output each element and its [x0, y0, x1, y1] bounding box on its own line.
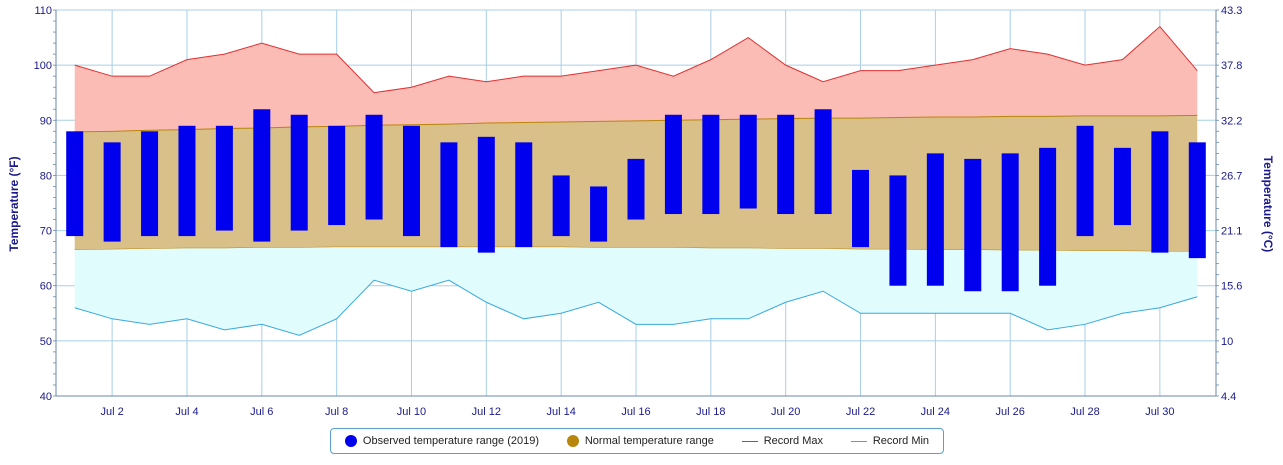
record-min-line — [74, 279, 1198, 336]
x-tick-label: Jul 26 — [996, 406, 1025, 418]
legend-label-normal: Normal temperature range — [584, 435, 714, 447]
y-tick-label-c: 10 — [1221, 336, 1233, 348]
legend-item-normal[interactable]: Normal temperature range — [566, 435, 714, 447]
y-tick-label-f: 50 — [40, 336, 52, 348]
legend-item-record-max[interactable]: Record Max — [741, 435, 823, 447]
x-tick-label: Jul 16 — [621, 406, 650, 418]
observed-range-bar — [926, 153, 944, 286]
observed-swatch — [344, 435, 357, 447]
observed-range-bar — [402, 125, 420, 237]
x-tick-label: Jul 30 — [1145, 406, 1174, 418]
legend-label-observed: Observed temperature range (2019) — [362, 435, 540, 447]
y-tick-label-f: 70 — [40, 226, 52, 238]
record-min-swatch — [850, 440, 867, 442]
y-tick-label-c: 43.3 — [1221, 5, 1242, 17]
observed-range-bar — [440, 142, 458, 248]
observed-range-bar — [627, 158, 645, 220]
right-axis-title: Temperature (°C) — [1261, 156, 1275, 253]
y-tick-label-c: 37.8 — [1221, 60, 1242, 72]
observed-range-bar — [178, 125, 196, 237]
observed-range-bar — [739, 114, 757, 209]
observed-range-bar — [590, 186, 608, 242]
observed-range-bar — [1039, 147, 1057, 286]
observed-range-bar — [1113, 147, 1131, 226]
y-tick-label-c: 21.1 — [1221, 226, 1242, 238]
observed-range-bar — [66, 131, 84, 237]
y-tick-label-f: 90 — [40, 115, 52, 127]
observed-range-bar — [777, 114, 795, 215]
observed-range-bar — [253, 109, 271, 242]
legend-label-record-min: Record Min — [872, 435, 930, 447]
observed-range-bar — [964, 158, 982, 292]
legend-label-record-max: Record Max — [763, 435, 823, 447]
x-tick-label: Jul 24 — [921, 406, 950, 418]
observed-range-bar — [103, 142, 121, 242]
observed-range-bar — [477, 136, 495, 253]
y-tick-label-c: 15.6 — [1221, 281, 1242, 293]
normal-swatch — [566, 435, 579, 447]
x-tick-label: Jul 12 — [472, 406, 501, 418]
chart-plot: 40 4.4 50 10 60 15.6 70 21.1 80 26.7 90 32.2 100 37.8… — [7, 5, 1275, 418]
left-axis-title: Temperature (°F) — [7, 156, 21, 251]
y-tick-label-f: 100 — [34, 60, 52, 72]
observed-range-bar — [1151, 131, 1169, 253]
observed-range-bar — [141, 131, 159, 237]
observed-range-bar — [328, 125, 346, 226]
observed-range-bar — [889, 175, 907, 286]
legend-item-observed[interactable]: Observed temperature range (2019) — [344, 435, 540, 447]
observed-range-bar — [515, 142, 533, 248]
x-tick-label: Jul 8 — [325, 406, 348, 418]
x-tick-label: Jul 10 — [397, 406, 426, 418]
x-tick-label: Jul 6 — [250, 406, 273, 418]
observed-range-bar — [1076, 125, 1094, 237]
legend-item-record-min[interactable]: Record Min — [850, 435, 930, 447]
observed-range-bar — [1001, 153, 1019, 292]
y-tick-label-f: 80 — [40, 170, 52, 182]
observed-range-bar — [290, 114, 308, 231]
observed-range-bar — [215, 125, 233, 231]
observed-range-bar — [552, 175, 570, 237]
x-tick-label: Jul 20 — [771, 406, 800, 418]
y-tick-label-f: 110 — [34, 5, 52, 17]
observed-range-bar — [852, 169, 870, 248]
y-tick-label-c: 26.7 — [1221, 170, 1242, 182]
observed-range-bar — [1188, 142, 1206, 259]
x-tick-label: Jul 18 — [696, 406, 725, 418]
record-max-area — [74, 26, 1198, 132]
y-tick-label-f: 40 — [40, 391, 52, 403]
y-tick-label-c: 32.2 — [1221, 115, 1242, 127]
observed-range-bar — [814, 109, 832, 215]
observed-range-bar — [664, 114, 682, 215]
y-tick-label-f: 60 — [40, 281, 52, 293]
observed-range-bar — [702, 114, 720, 215]
record-max-line — [74, 25, 1198, 94]
x-tick-label: Jul 22 — [846, 406, 875, 418]
x-tick-label: Jul 2 — [101, 406, 124, 418]
chart-legend: Observed temperature range (2019) Normal… — [330, 428, 944, 454]
y-tick-label-c: 4.4 — [1221, 391, 1236, 403]
x-tick-label: Jul 4 — [175, 406, 198, 418]
x-tick-label: Jul 14 — [546, 406, 575, 418]
x-tick-label: Jul 28 — [1070, 406, 1099, 418]
observed-range-bar — [365, 114, 383, 220]
record-max-swatch — [741, 440, 758, 442]
